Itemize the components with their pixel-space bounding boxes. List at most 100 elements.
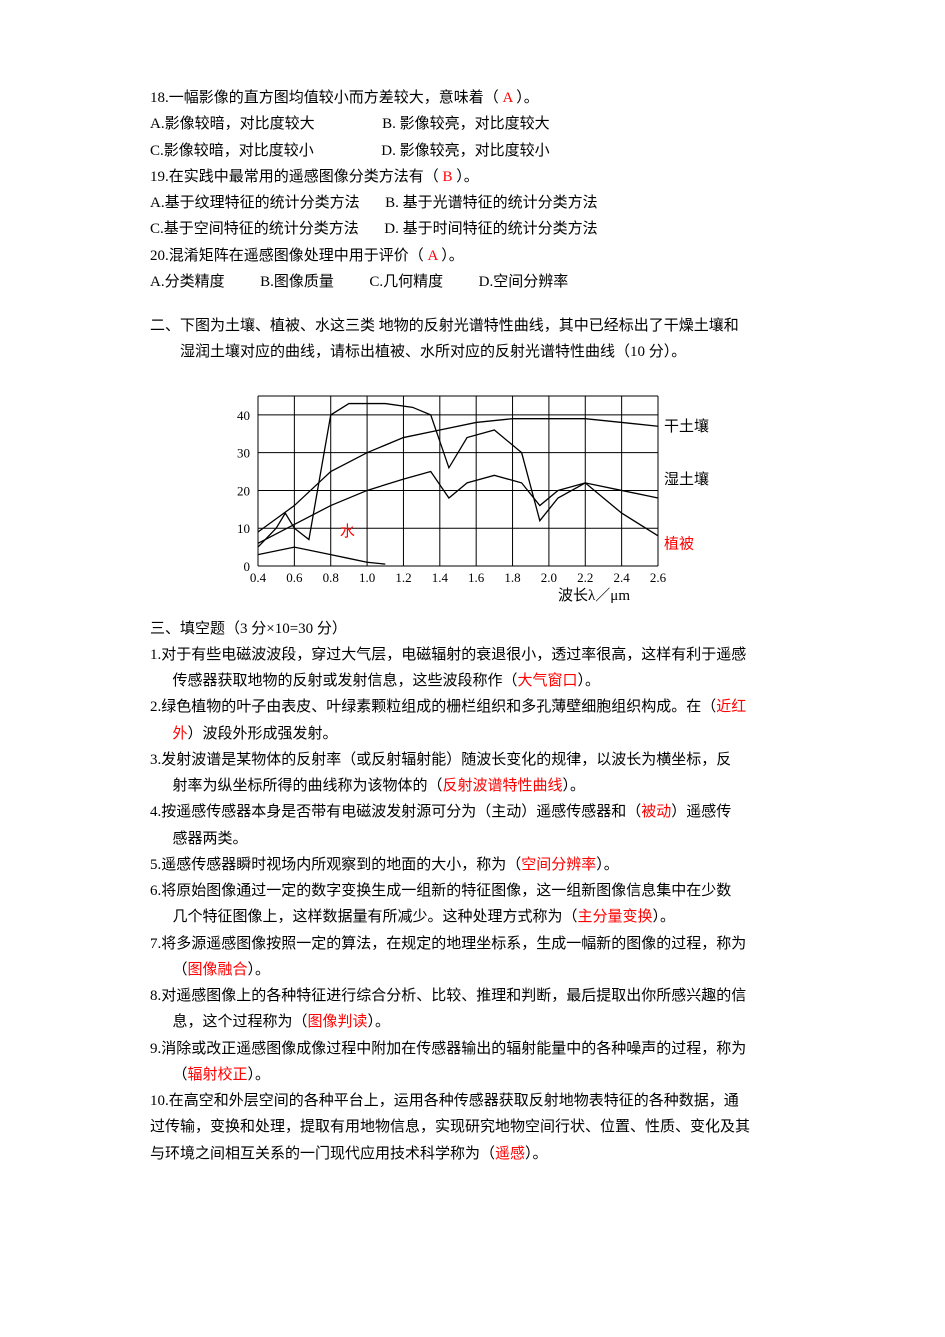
f7-l2: （图像融合）。 <box>150 957 795 983</box>
f1-l1: 1.对于有些电磁波波段，穿过大气层，电磁辐射的衰退很小，透过率很高，这样有利于遥… <box>150 642 795 668</box>
f7-l2a: （ <box>173 962 188 978</box>
q19-stem-post: ）。 <box>456 169 479 185</box>
svg-text:2.2: 2.2 <box>577 570 593 585</box>
f4-l2: 感器两类。 <box>150 826 795 852</box>
q20-answer: A <box>428 248 438 264</box>
f7-ans: 图像融合 <box>188 962 248 978</box>
f6-l1: 6.将原始图像通过一定的数字变换生成一组新的特征图像，这一组新图像信息集中在少数 <box>150 878 795 904</box>
q18-answer: A <box>503 90 513 106</box>
spectral-chart: 0.40.60.81.01.21.41.61.82.02.22.42.60102… <box>150 386 795 606</box>
q19-optD: D. 基于时间特征的统计分类方法 <box>384 221 597 237</box>
q19-stem-pre: 19.在实践中最常用的遥感图像分类方法有（ <box>150 169 439 185</box>
f10-ans: 遥感 <box>495 1146 525 1162</box>
q20-stem-pre: 20.混淆矩阵在遥感图像处理中用于评价（ <box>150 248 424 264</box>
svg-text:水: 水 <box>339 522 354 539</box>
f6-ans: 主分量变换 <box>578 909 653 925</box>
f2-ans2: 外 <box>173 726 188 742</box>
f9-l1: 9.消除或改正遥感图像成像过程中附加在传感器输出的辐射能量中的各种噪声的过程，称… <box>150 1036 795 1062</box>
f4-l1a: 4.按遥感传感器本身是否带有电磁波发射源可分为（主动）遥感传感器和（ <box>150 804 641 820</box>
f1-l2a: 传感器获取地物的反射或发射信息，这些波段称作（ <box>173 673 518 689</box>
f2-l2b: ）波段外形成强发射。 <box>188 726 338 742</box>
svg-text:1.4: 1.4 <box>431 570 448 585</box>
section2-l2: 湿润土壤对应的曲线，请标出植被、水所对应的反射光谱特性曲线（10 分）。 <box>150 339 795 365</box>
f10-l3b: ）。 <box>525 1146 548 1162</box>
f8-l2b: ）。 <box>368 1014 391 1030</box>
q18-optB: B. 影像较亮，对比度较大 <box>382 116 550 132</box>
svg-text:20: 20 <box>237 483 250 498</box>
f8-l2a: 息，这个过程称为（ <box>173 1014 308 1030</box>
f1-l2b: ）。 <box>578 673 601 689</box>
f10-l1: 10.在高空和外层空间的各种平台上，运用各种传感器获取反射地物表特征的各种数据，… <box>150 1088 795 1114</box>
q20-row: A.分类精度 B.图像质量 C.几何精度 D.空间分辨率 <box>150 269 795 295</box>
f2-l1a: 2.绿色植物的叶子由表皮、叶绿素颗粒组成的栅栏组织和多孔薄壁细胞组织构成。在（ <box>150 699 716 715</box>
q18-optD: D. 影像较亮，对比度较小 <box>381 143 549 159</box>
f10-l3a: 与环境之间相互关系的一门现代应用技术科学称为（ <box>150 1146 495 1162</box>
f4-ans: 被动 <box>641 804 671 820</box>
f8-l1: 8.对遥感图像上的各种特征进行综合分析、比较、推理和判断，最后提取出你所感兴趣的… <box>150 983 795 1009</box>
svg-text:0: 0 <box>243 559 250 574</box>
q18-row1: A.影像较暗，对比度较大 B. 影像较亮，对比度较大 <box>150 111 795 137</box>
svg-text:2.0: 2.0 <box>540 570 556 585</box>
f1-ans: 大气窗口 <box>518 673 578 689</box>
exam-page: 18.一幅影像的直方图均值较小而方差较大，意味着（ A ）。 A.影像较暗，对比… <box>0 0 945 1227</box>
q18-stem-pre: 18.一幅影像的直方图均值较小而方差较大，意味着（ <box>150 90 499 106</box>
q19-answer: B <box>443 169 453 185</box>
f6-l2: 几个特征图像上，这样数据量有所减少。这种处理方式称为（主分量变换）。 <box>150 904 795 930</box>
f10-l2: 过传输，变换和处理，提取有用地物信息，实现研究地物空间行状、位置、性质、变化及其 <box>150 1114 795 1140</box>
f4-l1: 4.按遥感传感器本身是否带有电磁波发射源可分为（主动）遥感传感器和（被动）遥感传 <box>150 799 795 825</box>
svg-text:湿土壤: 湿土壤 <box>664 470 709 488</box>
q19-row2: C.基于空间特征的统计分类方法 D. 基于时间特征的统计分类方法 <box>150 216 795 242</box>
svg-text:0.8: 0.8 <box>322 570 338 585</box>
f3-l1: 3.发射波谱是某物体的反射率（或反射辐射能）随波长变化的规律，以波长为横坐标，反 <box>150 747 795 773</box>
svg-text:波长λ／μm: 波长λ／μm <box>558 587 630 604</box>
f5-l1a: 5.遥感传感器瞬时视场内所观察到的地面的大小，称为（ <box>150 857 521 873</box>
f8-l2: 息，这个过程称为（图像判读）。 <box>150 1009 795 1035</box>
q20-optB: B.图像质量 <box>260 274 334 290</box>
spectral-chart-svg: 0.40.60.81.01.21.41.61.82.02.22.42.60102… <box>203 386 743 606</box>
f5-l1b: ）。 <box>596 857 619 873</box>
svg-text:30: 30 <box>237 445 250 460</box>
svg-text:10: 10 <box>237 521 250 536</box>
f7-l2b: ）。 <box>248 962 271 978</box>
section2-l1: 二、下图为土壤、植被、水这三类 地物的反射光谱特性曲线，其中已经标出了干燥土壤和 <box>150 313 795 339</box>
svg-text:0.4: 0.4 <box>249 570 266 585</box>
f9-l2b: ）。 <box>248 1067 271 1083</box>
q19-row1: A.基于纹理特征的统计分类方法 B. 基于光谱特征的统计分类方法 <box>150 190 795 216</box>
f6-l2b: ）。 <box>653 909 676 925</box>
f2-ans: 近红 <box>716 699 746 715</box>
f8-ans: 图像判读 <box>308 1014 368 1030</box>
f2-l2: 外）波段外形成强发射。 <box>150 721 795 747</box>
f3-l2: 射率为纵坐标所得的曲线称为该物体的（反射波谱特性曲线）。 <box>150 773 795 799</box>
f9-ans: 辐射校正 <box>188 1067 248 1083</box>
svg-text:干土壤: 干土壤 <box>664 417 709 435</box>
f4-l1b: ）遥感传 <box>671 804 731 820</box>
q20-stem: 20.混淆矩阵在遥感图像处理中用于评价（ A ）。 <box>150 243 795 269</box>
q18-stem: 18.一幅影像的直方图均值较小而方差较大，意味着（ A ）。 <box>150 85 795 111</box>
svg-text:1.6: 1.6 <box>468 570 485 585</box>
q20-optC: C.几何精度 <box>369 274 443 290</box>
f3-l2a: 射率为纵坐标所得的曲线称为该物体的（ <box>173 778 443 794</box>
q20-optA: A.分类精度 <box>150 274 225 290</box>
q20-optD: D.空间分辨率 <box>479 274 569 290</box>
f5-l1: 5.遥感传感器瞬时视场内所观察到的地面的大小，称为（空间分辨率）。 <box>150 852 795 878</box>
f2-l1: 2.绿色植物的叶子由表皮、叶绿素颗粒组成的栅栏组织和多孔薄壁细胞组织构成。在（近… <box>150 694 795 720</box>
q18-optC: C.影像较暗，对比度较小 <box>150 143 314 159</box>
f5-ans: 空间分辨率 <box>521 857 596 873</box>
f9-l2: （辐射校正）。 <box>150 1062 795 1088</box>
q19-optA: A.基于纹理特征的统计分类方法 <box>150 195 360 211</box>
svg-text:1.8: 1.8 <box>504 570 520 585</box>
q18-row2: C.影像较暗，对比度较小 D. 影像较亮，对比度较小 <box>150 138 795 164</box>
f7-l1: 7.将多源遥感图像按照一定的算法，在规定的地理坐标系，生成一幅新的图像的过程，称… <box>150 931 795 957</box>
q20-stem-post: ）。 <box>441 248 464 264</box>
q18-stem-post: ）。 <box>516 90 539 106</box>
f1-l2: 传感器获取地物的反射或发射信息，这些波段称作（大气窗口）。 <box>150 668 795 694</box>
svg-text:1.0: 1.0 <box>358 570 374 585</box>
f9-l2a: （ <box>173 1067 188 1083</box>
q19-optC: C.基于空间特征的统计分类方法 <box>150 221 359 237</box>
q18-optA: A.影像较暗，对比度较大 <box>150 116 315 132</box>
svg-text:2.6: 2.6 <box>649 570 666 585</box>
svg-text:2.4: 2.4 <box>613 570 630 585</box>
f3-l2b: ）。 <box>563 778 586 794</box>
svg-text:植被: 植被 <box>664 535 694 552</box>
f6-l2a: 几个特征图像上，这样数据量有所减少。这种处理方式称为（ <box>173 909 578 925</box>
